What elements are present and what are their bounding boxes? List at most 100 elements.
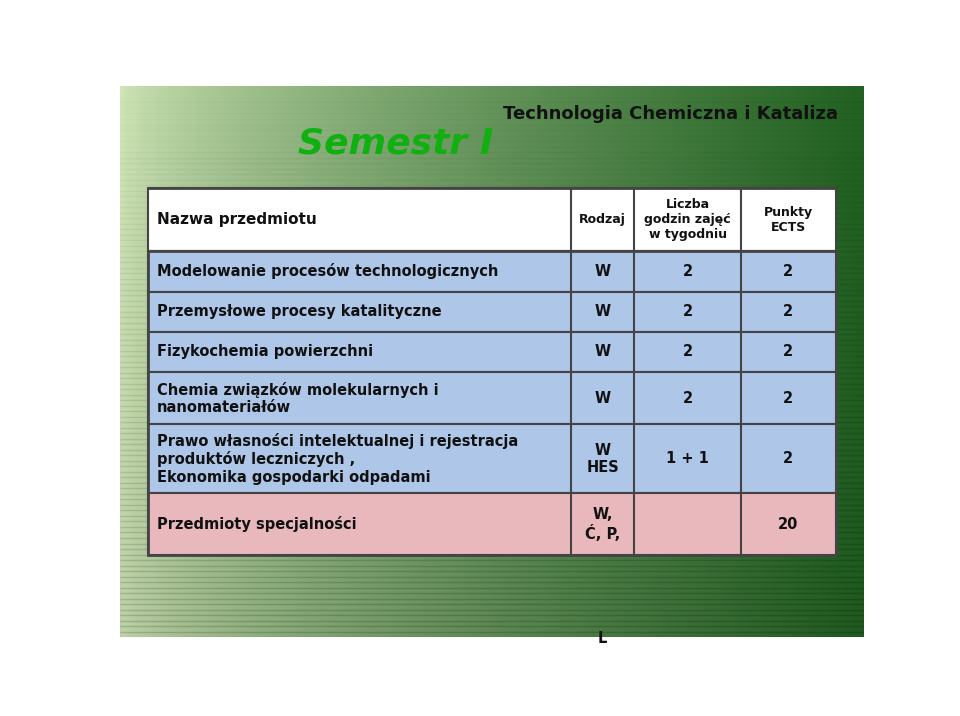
Bar: [350, 86, 353, 637]
Bar: [192, 86, 194, 637]
Bar: [120, 196, 864, 202]
Bar: [194, 86, 197, 637]
Bar: [120, 147, 864, 152]
Bar: [440, 86, 443, 637]
Bar: [222, 86, 224, 637]
Bar: [272, 86, 274, 637]
Text: 2: 2: [783, 451, 793, 466]
Text: 2: 2: [683, 344, 693, 359]
Bar: [281, 86, 284, 637]
Bar: [120, 395, 864, 400]
Bar: [182, 86, 184, 637]
Bar: [120, 257, 864, 262]
Bar: [212, 86, 214, 637]
Bar: [685, 86, 688, 637]
Bar: [599, 86, 601, 637]
Bar: [457, 86, 460, 637]
Bar: [289, 86, 291, 637]
Bar: [120, 296, 864, 301]
Bar: [148, 372, 836, 425]
Bar: [789, 86, 792, 637]
Bar: [120, 527, 864, 533]
Bar: [120, 317, 864, 323]
Bar: [319, 86, 321, 637]
Bar: [162, 86, 165, 637]
Bar: [338, 86, 341, 637]
Bar: [172, 86, 175, 637]
Bar: [120, 229, 864, 235]
Bar: [430, 86, 432, 637]
Bar: [368, 86, 371, 637]
Bar: [301, 86, 303, 637]
Bar: [120, 334, 864, 339]
Bar: [527, 86, 529, 637]
Bar: [659, 86, 660, 637]
Bar: [616, 86, 618, 637]
Bar: [134, 86, 137, 637]
Bar: [344, 86, 346, 637]
Bar: [130, 86, 132, 637]
Bar: [120, 207, 864, 213]
Bar: [120, 274, 864, 279]
Bar: [120, 235, 864, 241]
Bar: [529, 86, 532, 637]
Bar: [492, 86, 494, 637]
Bar: [170, 86, 172, 637]
Text: Prawo własności intelektualnej i rejestracja
produktów leczniczych ,
Ekonomika g: Prawo własności intelektualnej i rejestr…: [157, 433, 518, 485]
Bar: [150, 86, 153, 637]
Bar: [767, 86, 770, 637]
Bar: [120, 390, 864, 395]
Text: Modelowanie procesów technologicznych: Modelowanie procesów technologicznych: [157, 263, 498, 279]
Bar: [120, 571, 864, 576]
Bar: [348, 86, 350, 637]
Bar: [375, 86, 378, 637]
Bar: [120, 422, 864, 427]
Bar: [730, 86, 732, 637]
Bar: [378, 86, 380, 637]
Bar: [596, 86, 599, 637]
Bar: [346, 86, 348, 637]
Bar: [259, 86, 261, 637]
Bar: [564, 86, 566, 637]
Bar: [468, 86, 469, 637]
Bar: [827, 86, 829, 637]
Bar: [784, 86, 787, 637]
Bar: [515, 86, 516, 637]
Bar: [775, 86, 778, 637]
Bar: [438, 86, 440, 637]
Bar: [120, 406, 864, 411]
Bar: [120, 521, 864, 527]
Bar: [284, 86, 286, 637]
Bar: [120, 246, 864, 251]
Bar: [120, 516, 864, 521]
Bar: [809, 86, 812, 637]
Text: Rodzaj: Rodzaj: [579, 213, 626, 226]
Bar: [712, 86, 715, 637]
Bar: [683, 86, 685, 637]
Bar: [177, 86, 180, 637]
Bar: [562, 86, 564, 637]
Bar: [217, 86, 219, 637]
Bar: [450, 86, 452, 637]
Bar: [797, 86, 800, 637]
Bar: [435, 86, 438, 637]
Bar: [299, 86, 301, 637]
Bar: [120, 604, 864, 610]
Bar: [120, 141, 864, 147]
Bar: [120, 560, 864, 566]
Bar: [120, 500, 864, 505]
Bar: [765, 86, 767, 637]
Bar: [341, 86, 344, 637]
Bar: [519, 86, 522, 637]
Bar: [120, 444, 864, 450]
Bar: [651, 86, 653, 637]
Bar: [673, 86, 676, 637]
Bar: [184, 86, 187, 637]
Bar: [732, 86, 735, 637]
Bar: [579, 86, 581, 637]
Bar: [532, 86, 534, 637]
Bar: [460, 86, 463, 637]
Bar: [820, 86, 822, 637]
Bar: [120, 323, 864, 329]
Bar: [120, 400, 864, 406]
